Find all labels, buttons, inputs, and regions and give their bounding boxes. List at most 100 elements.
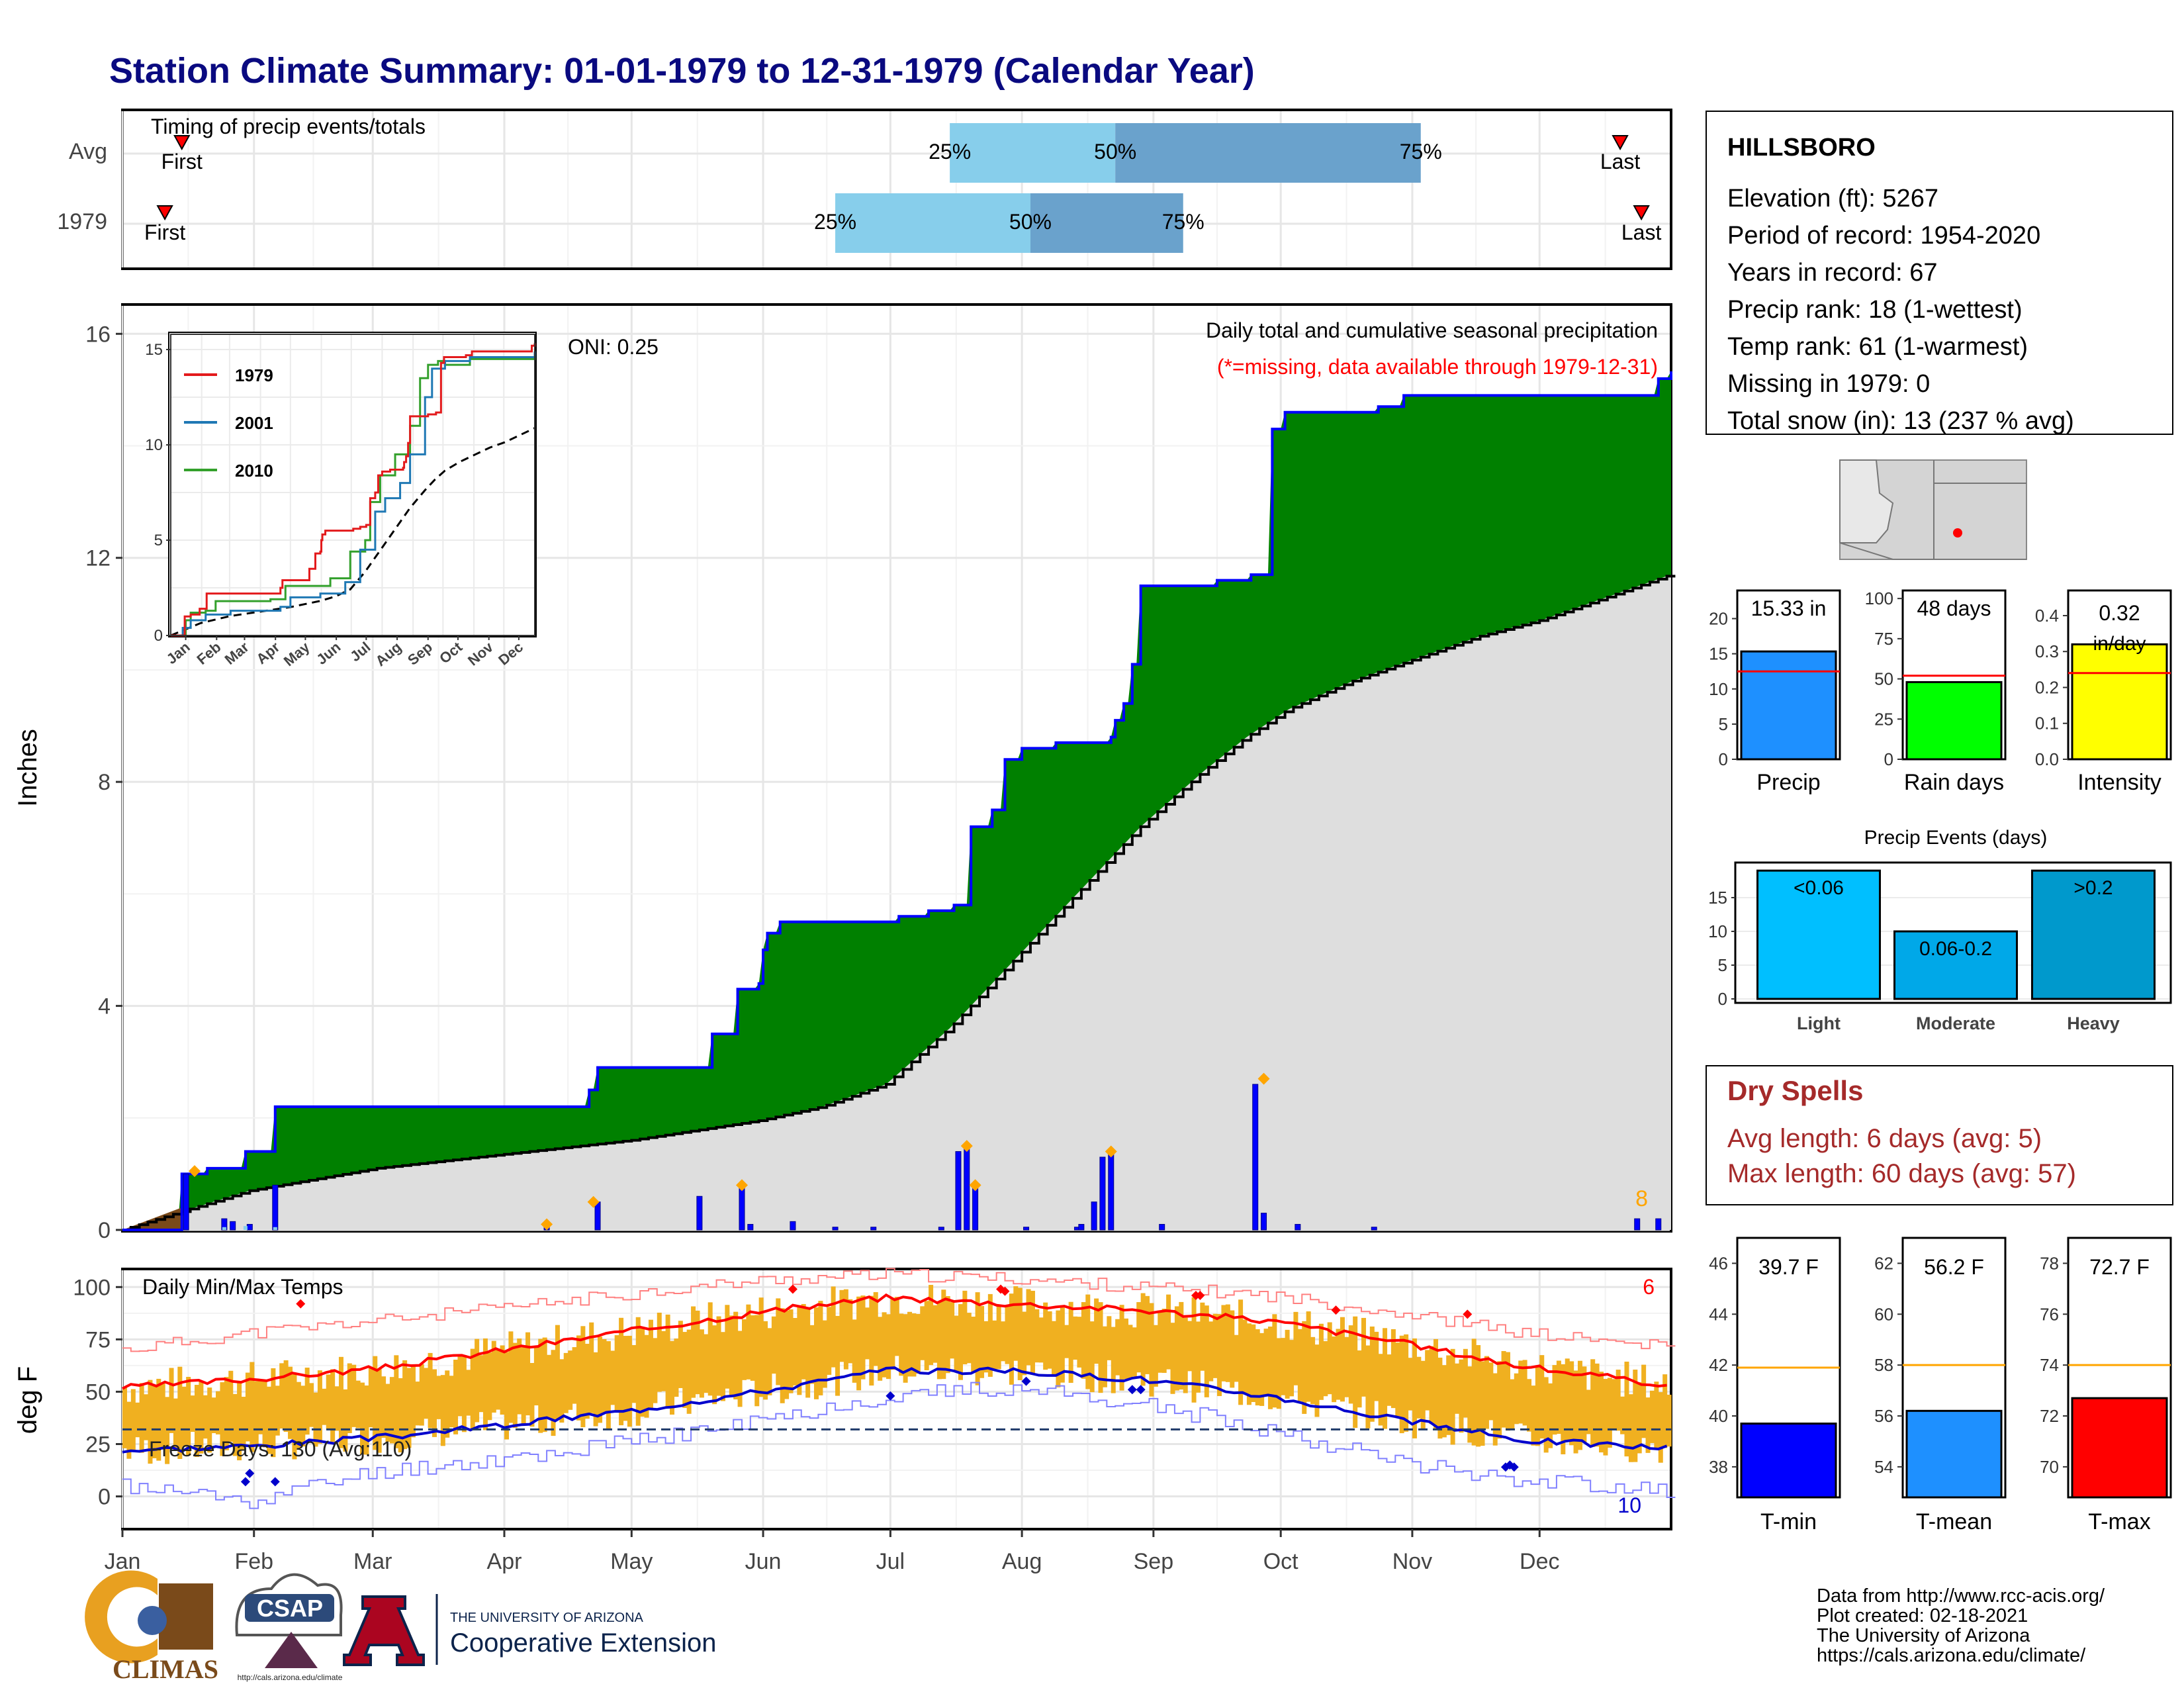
timing-year-first-label: First [144,220,185,244]
ua-big-text: Cooperative Extension [450,1628,716,1658]
daily-temp-bar [169,1368,174,1433]
daily-temp-bar [1166,1294,1171,1370]
record-high-marker [1331,1305,1341,1315]
daily-temp-bar [657,1312,662,1392]
daily-temp-bar [199,1380,204,1454]
station-info-box: HILLSBORO Elevation (ft): 5267 Period of… [1706,111,2173,435]
daily-temp-bar [1467,1366,1473,1443]
daily-temp-bar [584,1344,590,1419]
daily-temp-bar [792,1317,797,1385]
daily-temp-bar [1111,1327,1116,1393]
daily-temp-bar [878,1317,883,1381]
record-precip-marker [541,1218,553,1231]
daily-temp-bar [1293,1311,1298,1385]
climas-logo-swirl [85,1570,158,1664]
station-line-period: Period of record: 1954-2020 [1727,222,2040,250]
daily-temp-bar [1577,1360,1582,1450]
daily-precip-bar [272,1184,279,1231]
daily-temp-bar [487,1352,492,1421]
daily-temp-bar [882,1312,887,1378]
station-line-temp-rank: Temp rank: 61 (1-warmest) [1727,333,2028,361]
daily-temp-bar [788,1309,794,1393]
precip-y-tick-label: 16 [85,322,111,347]
daily-temp-bar [491,1340,496,1413]
tmin-tick-label: 46 [1709,1253,1728,1273]
daily-temp-bar [258,1380,263,1434]
daily-temp-bar [801,1303,806,1380]
daily-temp-bar [122,1387,128,1448]
dry-spells-max: Max length: 60 days (avg: 57) [1727,1159,2076,1188]
daily-temp-bar [1455,1363,1460,1414]
daily-temp-bar [135,1402,140,1438]
daily-temp-bar [457,1355,463,1417]
tmax-tick-label: 74 [2040,1355,2059,1375]
daily-temp-bar [1416,1356,1422,1419]
daily-temp-bar [1200,1302,1205,1371]
daily-temp-bar [1340,1317,1345,1402]
daily-temp-bar [1251,1324,1256,1403]
daily-temp-bar [1217,1314,1222,1396]
temp-y-tick-label: 25 [85,1432,111,1457]
daily-temp-bar [266,1386,271,1454]
daily-temp-bar [181,1386,187,1447]
daily-temp-bar [933,1305,938,1363]
daily-temp-bar [271,1368,276,1458]
daily-temp-bar [733,1311,739,1399]
record-low-marker [1136,1385,1146,1395]
precip-events-title: Precip Events (days) [1864,827,2048,849]
precip-y-label: Inches [13,729,42,807]
daily-temp-bar [822,1320,827,1388]
daily-temp-bar [941,1289,946,1380]
temp-panel: 0 25 50 75 100 Jan Feb Mar Apr May Jun Jul Aug Sep Oc… [13,1268,1676,1574]
cumulative-deficit-area [122,1207,182,1230]
daily-temp-bar [1306,1311,1311,1402]
daily-temp-bar [1399,1335,1404,1434]
daily-temp-bar [1666,1394,1672,1447]
daily-temp-bar [1633,1370,1638,1462]
daily-temp-bar [533,1346,539,1406]
csap-banner [245,1594,334,1622]
daily-temp-bar [1543,1377,1549,1453]
cumulative-surplus-area [122,371,1671,1231]
daily-temp-bar [1476,1345,1481,1447]
daily-temp-bar [130,1389,136,1450]
daily-temp-bar [1441,1365,1447,1438]
precip-y-tick-label: 8 [98,770,111,795]
daily-temp-bar [1318,1323,1324,1400]
daily-temp-bar [776,1298,781,1385]
daily-temp-bar [1179,1301,1184,1390]
daily-temp-bar [1030,1290,1035,1375]
min-record-count: 10 [1617,1493,1641,1517]
credit-line-url: https://cals.arizona.edu/climate/ [1817,1645,2086,1666]
temp-plot-area [122,1268,1676,1509]
daily-temp-bar [720,1332,725,1401]
precip-y-tick-label: 4 [98,994,111,1019]
daily-precip-bar [1371,1227,1377,1231]
daily-temp-bar [428,1352,433,1429]
daily-temp-bar [1183,1317,1188,1393]
daily-temp-bar [461,1355,467,1432]
daily-temp-bar [1204,1305,1209,1397]
daily-temp-bar [1238,1299,1244,1405]
daily-temp-bar [377,1368,382,1453]
events-y-tick-label: 15 [1708,888,1727,908]
daily-temp-bar [699,1329,704,1398]
daily-precip-bar [1091,1201,1097,1231]
daily-temp-bar [203,1395,208,1439]
tmean-bar-value [1905,1409,2003,1499]
daily-temp-bar [313,1392,318,1447]
daily-temp-bar [326,1374,331,1429]
timing-row-year-label: 1979 [57,209,107,234]
timing-avg-q25-label: 25% [929,140,971,164]
oni-label: ONI: 0.25 [568,335,659,359]
daily-temp-bar [1408,1358,1413,1411]
daily-temp-bar [156,1378,161,1461]
month-tick-label: Dec [1520,1549,1559,1574]
timing-avg-q50-label: 50% [1094,140,1136,164]
daily-temp-bar [1255,1329,1260,1406]
daily-temp-bar [360,1382,365,1455]
precip-events-bars: 0 5 10 15 <0.06 Light 0.06-0.2 Moderate >0.2 Heav… [1708,869,2169,1033]
ua-small-text: THE UNIVERSITY OF ARIZONA [450,1611,644,1625]
daily-temp-bar [551,1350,556,1436]
month-tick-label: Jan [105,1549,141,1574]
